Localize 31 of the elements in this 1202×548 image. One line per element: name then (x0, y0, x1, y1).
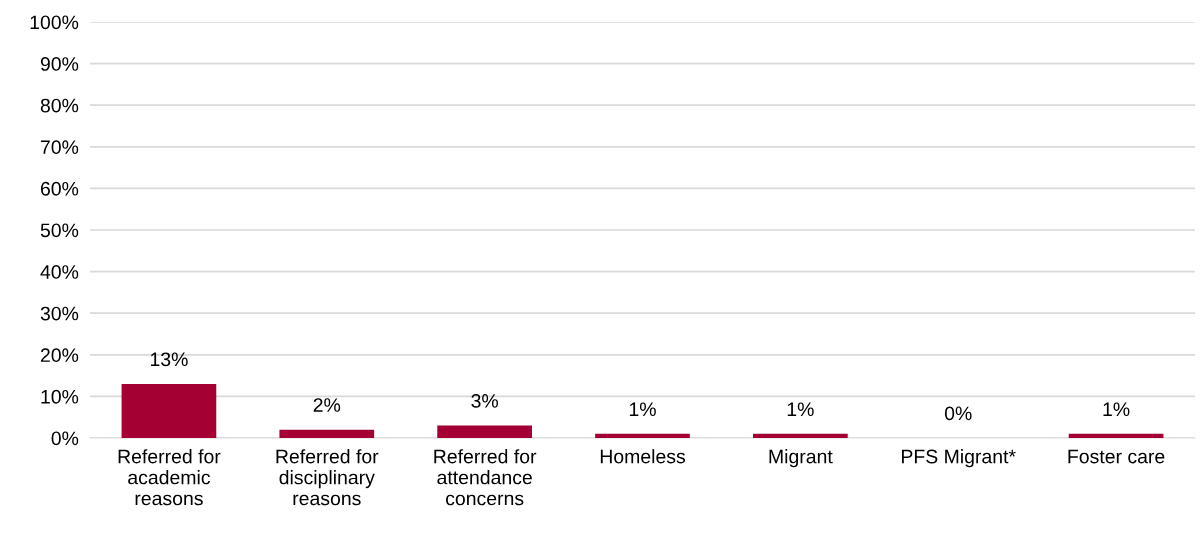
data-label: 0% (944, 406, 972, 421)
y-tick-label: 60% (40, 181, 79, 196)
y-tick-label: 0% (51, 431, 79, 446)
bar (279, 429, 375, 438)
data-label: 3% (471, 394, 498, 408)
x-tick-label: Migrant (769, 449, 833, 468)
bar (1068, 433, 1164, 438)
bar (753, 433, 848, 438)
y-tick-label: 20% (40, 348, 79, 363)
data-label: 2% (313, 398, 341, 412)
y-tick-label: 10% (41, 389, 79, 404)
x-tick-label: Referred for disciplinary reasons (276, 449, 379, 506)
x-tick-label: PFS Migrant* (902, 449, 1016, 468)
bar (595, 433, 690, 438)
x-tick-label: Referred for attendance concerns (434, 449, 537, 506)
data-label: 1% (629, 402, 656, 417)
y-tick-label: 80% (40, 98, 79, 113)
data-label: 1% (787, 402, 814, 417)
data-label: 13% (150, 352, 188, 367)
x-tick-label: Referred for academic reasons (118, 449, 221, 506)
y-tick-label: 50% (40, 223, 79, 238)
bar (437, 425, 532, 438)
bar (121, 383, 217, 438)
y-tick-label: 40% (40, 265, 79, 279)
y-tick-label: 30% (40, 306, 79, 321)
x-tick-label: Homeless (600, 449, 686, 464)
y-tick-label: 100% (30, 15, 79, 30)
data-label: 1% (1103, 402, 1130, 417)
y-tick-label: 70% (40, 140, 79, 155)
y-tick-label: 90% (40, 57, 79, 71)
x-tick-label: Foster care (1068, 449, 1165, 464)
